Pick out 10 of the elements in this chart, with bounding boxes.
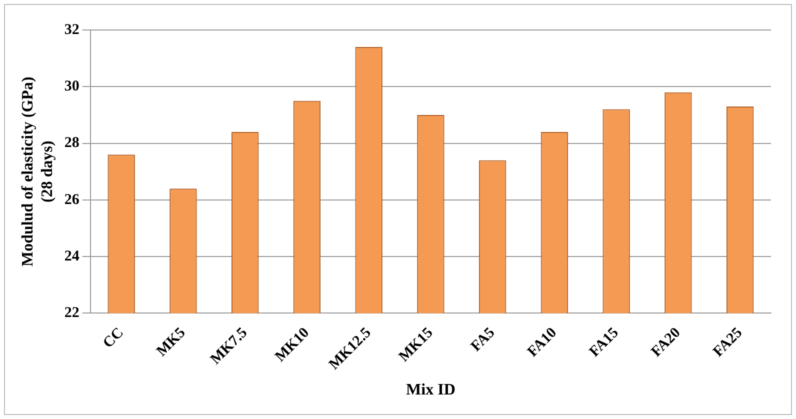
y-axis-title: Modulud of elasticity (GPa) (28 days) <box>20 76 56 267</box>
y-tick-label: 28 <box>64 135 80 152</box>
x-tick-label: FA5 <box>468 324 498 355</box>
y-tick-label: 32 <box>64 22 80 38</box>
y-tick-label: 30 <box>64 78 80 95</box>
y-tick-label: 26 <box>64 192 80 208</box>
y-tick-label: 24 <box>64 248 80 264</box>
x-tick-label: CC <box>100 324 127 352</box>
y-tick-label: 22 <box>64 305 80 322</box>
x-axis-title: Mix ID <box>406 382 456 399</box>
